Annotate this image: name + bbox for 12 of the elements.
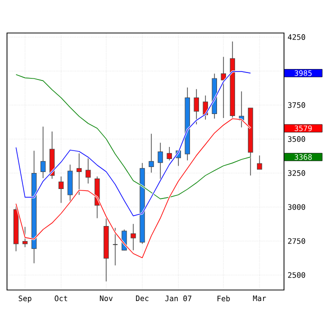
candlestick [148,133,154,173]
candlestick [58,176,64,204]
candlestick [112,228,118,266]
candlestick [130,224,136,251]
candlestick [194,88,199,125]
candlestick [68,164,73,203]
candlestick [158,142,163,182]
candlestick [40,126,46,178]
candlestick [86,156,91,184]
candlestick [76,152,82,196]
candlestick [256,155,262,170]
candlestick [166,146,172,161]
